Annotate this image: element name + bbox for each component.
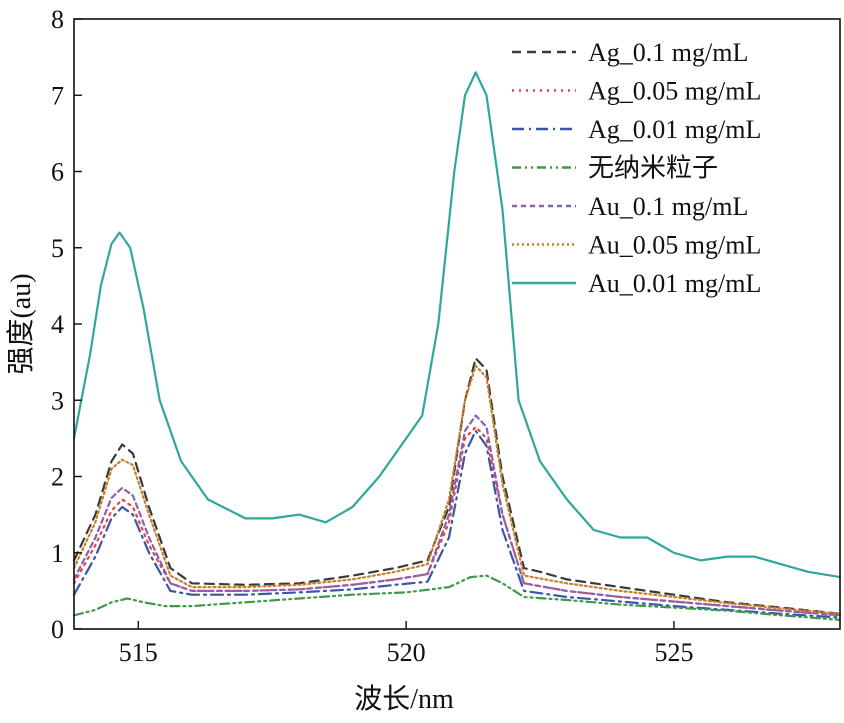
series-line-4 (72, 574, 842, 621)
legend: Ag_0.1 mg/mL Ag_0.05 mg/mL Ag_0.01 mg/mL 无纳… (512, 38, 761, 298)
legend-label-7: Au_0.01 mg/mL (588, 269, 761, 298)
y-tick-label: 4 (51, 310, 64, 339)
series-line-1 (72, 357, 842, 615)
legend-label-1: Ag_0.1 mg/mL (588, 38, 748, 67)
series-line-3 (72, 429, 842, 619)
x-axis-label: 波长/nm (354, 683, 454, 715)
y-tick-label: 5 (51, 234, 64, 263)
legend-label-3: Ag_0.01 mg/mL (588, 115, 761, 144)
legend-label-2: Ag_0.05 mg/mL (588, 77, 761, 106)
y-tick-label: 0 (51, 615, 64, 644)
series-line-5 (72, 414, 842, 617)
plot-frame (73, 18, 841, 630)
y-tick-label: 6 (51, 158, 64, 187)
x-tick-label: 525 (654, 638, 693, 667)
y-tick-label: 1 (51, 539, 64, 568)
series-line-7 (72, 71, 842, 579)
legend-label-4: 无纳米粒子 (588, 154, 718, 183)
series-layer (72, 71, 842, 621)
y-tick-label: 2 (51, 463, 64, 492)
y-axis-label: 强度(au) (5, 273, 37, 374)
x-tick-label: 515 (119, 638, 158, 667)
legend-label-6: Au_0.05 mg/mL (588, 231, 761, 260)
series-line-6 (72, 364, 842, 615)
y-tick-label: 8 (51, 5, 64, 34)
x-tick-label: 520 (387, 638, 426, 667)
y-tick-label: 7 (51, 81, 64, 110)
ticks-layer: 515 520 525 0 1 2 3 4 5 6 7 8 (51, 5, 693, 667)
y-tick-label: 3 (51, 386, 64, 415)
legend-label-5: Au_0.1 mg/mL (588, 192, 748, 221)
